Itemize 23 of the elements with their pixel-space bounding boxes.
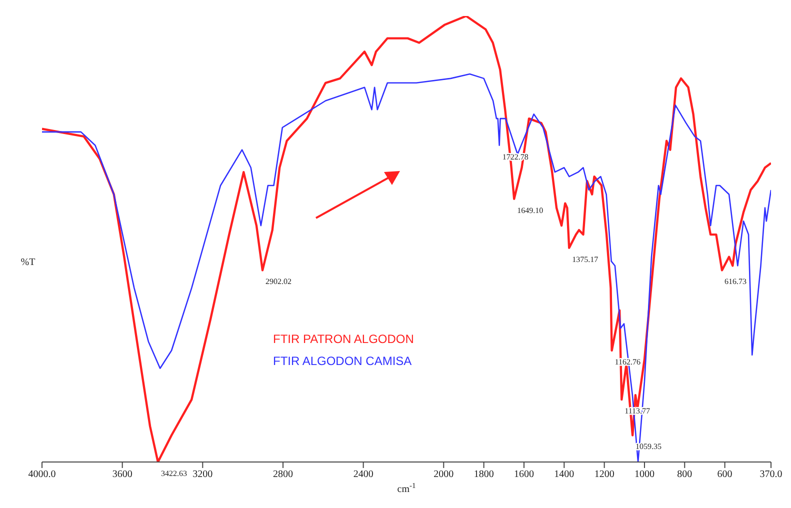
x-tick-label: 1800 — [474, 469, 494, 480]
text: FTIR PATRON ALGODON — [273, 332, 414, 346]
annotation: 1375.17 — [572, 254, 598, 264]
annotation: 616.73 — [724, 277, 746, 286]
x-tick-label: 600 — [717, 469, 732, 480]
x-tick-label: 1600 — [514, 469, 534, 480]
x-tick-label: 370.0 — [760, 469, 782, 480]
text: FTIR ALGODON CAMISA — [273, 354, 412, 368]
annotation: 2902.02 — [266, 277, 292, 286]
x-tick-label: 1000 — [634, 469, 654, 480]
annotation: 3422.63 — [160, 469, 187, 478]
y-axis-title: %T — [20, 257, 36, 268]
x-tick-label: 4000.0 — [28, 469, 56, 480]
x-tick-label: 3200 — [192, 469, 213, 480]
x-tick-label: 3600 — [112, 469, 132, 480]
x-tick-label: 1200 — [594, 469, 614, 480]
x-tick-label: 800 — [677, 469, 692, 480]
x-tick-label: 2000 — [434, 469, 454, 480]
x-tick-label: 2400 — [353, 469, 374, 480]
x-axis-title: cm$^{-1}$ — [397, 480, 416, 495]
x-tick-label: 2800 — [272, 469, 293, 480]
x-tick-label: 1400 — [554, 469, 574, 480]
annotation: 1649.10 — [517, 206, 544, 215]
